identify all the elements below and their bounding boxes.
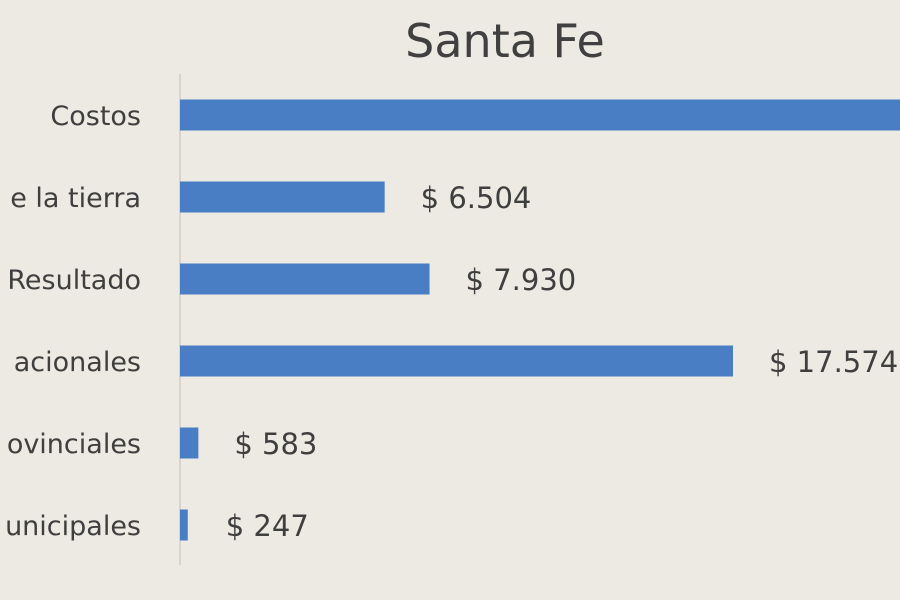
- category-label: Resultado: [7, 265, 141, 296]
- bar: [180, 263, 430, 295]
- bar: [180, 181, 385, 213]
- bar: [180, 427, 199, 459]
- category-label: Costos: [50, 101, 141, 132]
- category-label: ovinciales: [7, 429, 141, 460]
- data-label: $ 6.504: [421, 181, 532, 215]
- data-label: $ 17.574: [769, 345, 898, 379]
- data-label: $ 7.930: [466, 263, 577, 297]
- chart-title: Santa Fe: [405, 14, 605, 68]
- category-label: unicipales: [5, 511, 141, 542]
- bar: [180, 345, 733, 377]
- category-label: e la tierra: [10, 183, 141, 214]
- bar: [180, 99, 900, 131]
- category-label: acionales: [14, 347, 141, 378]
- data-label: $ 583: [234, 427, 317, 461]
- bar: [180, 509, 188, 541]
- data-label: $ 247: [226, 509, 309, 543]
